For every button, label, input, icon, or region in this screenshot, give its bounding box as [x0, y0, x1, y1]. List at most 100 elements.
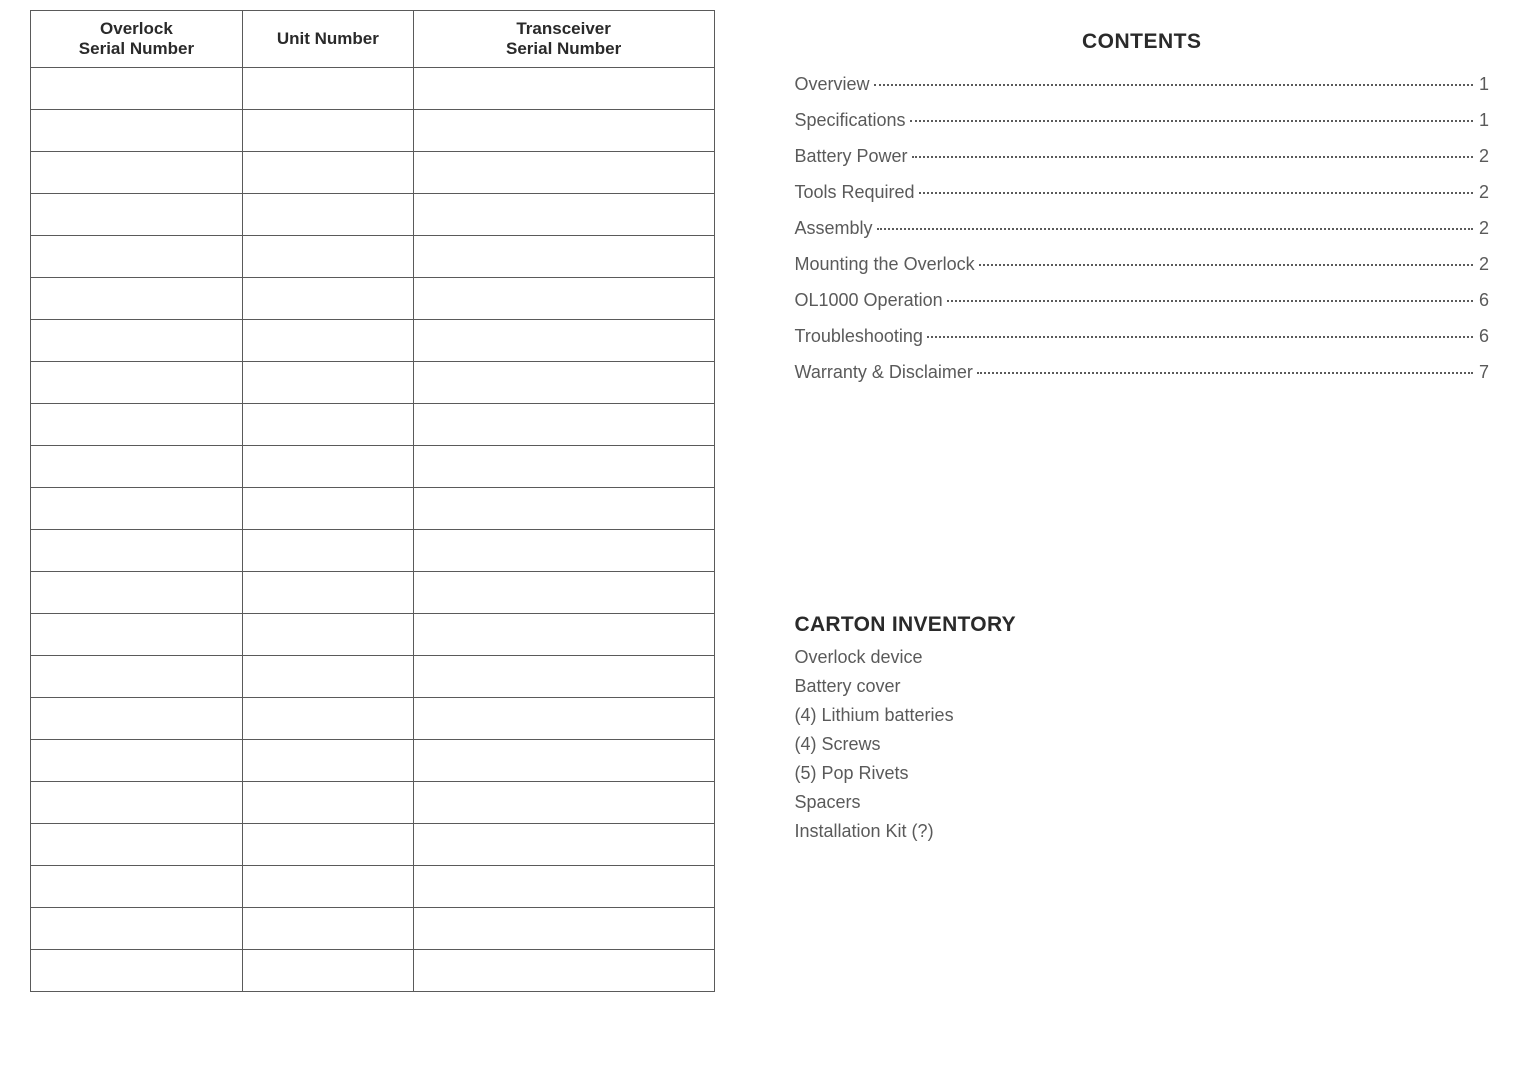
table-cell — [242, 950, 413, 992]
toc-label: OL1000 Operation — [795, 290, 943, 311]
table-cell — [31, 362, 243, 404]
toc-label: Assembly — [795, 218, 873, 239]
table-cell — [242, 488, 413, 530]
table-cell — [413, 782, 714, 824]
table-cell — [413, 488, 714, 530]
table-cell — [242, 110, 413, 152]
table-row — [31, 278, 715, 320]
toc-label: Specifications — [795, 110, 906, 131]
table-cell — [242, 530, 413, 572]
table-row — [31, 404, 715, 446]
toc-label: Troubleshooting — [795, 326, 923, 347]
table-row — [31, 194, 715, 236]
table-cell — [242, 194, 413, 236]
table-cell — [242, 68, 413, 110]
table-cell — [31, 194, 243, 236]
table-cell — [31, 740, 243, 782]
table-row — [31, 698, 715, 740]
toc-leader-dots — [910, 120, 1473, 122]
table-cell — [242, 866, 413, 908]
table-cell — [413, 446, 714, 488]
table-cell — [242, 614, 413, 656]
toc-label: Battery Power — [795, 146, 908, 167]
table-cell — [242, 572, 413, 614]
table-cell — [31, 110, 243, 152]
inventory-item: (4) Lithium batteries — [795, 705, 1490, 726]
table-cell — [242, 656, 413, 698]
table-cell — [413, 866, 714, 908]
table-cell — [242, 404, 413, 446]
table-cell — [413, 320, 714, 362]
table-cell — [31, 908, 243, 950]
table-row — [31, 488, 715, 530]
toc-label: Warranty & Disclaimer — [795, 362, 973, 383]
table-cell — [413, 656, 714, 698]
table-row — [31, 740, 715, 782]
table-cell — [31, 446, 243, 488]
table-cell — [242, 236, 413, 278]
table-cell — [242, 446, 413, 488]
toc-label: Tools Required — [795, 182, 915, 203]
toc-leader-dots — [874, 84, 1473, 86]
table-cell — [31, 656, 243, 698]
table-cell — [242, 782, 413, 824]
table-cell — [413, 152, 714, 194]
toc-page-number: 7 — [1477, 362, 1489, 383]
right-page: CONTENTS Overview1Specifications 1Batter… — [765, 0, 1529, 1088]
carton-inventory-section: CARTON INVENTORY Overlock deviceBattery … — [795, 613, 1490, 842]
table-row — [31, 656, 715, 698]
table-row — [31, 950, 715, 992]
table-cell — [242, 362, 413, 404]
table-cell — [31, 152, 243, 194]
toc-page-number: 1 — [1477, 74, 1489, 95]
table-row — [31, 866, 715, 908]
table-row — [31, 362, 715, 404]
table-row — [31, 110, 715, 152]
table-cell — [242, 698, 413, 740]
table-cell — [413, 194, 714, 236]
table-cell — [413, 68, 714, 110]
table-row — [31, 572, 715, 614]
table-cell — [31, 68, 243, 110]
table-cell — [413, 278, 714, 320]
table-cell — [31, 236, 243, 278]
toc-label: Overview — [795, 74, 870, 95]
toc-entry: Warranty & Disclaimer 7 — [795, 362, 1490, 383]
left-page: OverlockSerial Number Unit Number Transc… — [0, 0, 765, 1088]
toc-entry: Battery Power 2 — [795, 146, 1490, 167]
toc-leader-dots — [912, 156, 1473, 158]
toc-page-number: 2 — [1477, 146, 1489, 167]
toc-leader-dots — [927, 336, 1473, 338]
header-unit-number: Unit Number — [242, 11, 413, 68]
toc-entry: Assembly 2 — [795, 218, 1490, 239]
table-cell — [31, 950, 243, 992]
toc-entry: Mounting the Overlock2 — [795, 254, 1490, 275]
table-cell — [31, 866, 243, 908]
table-row — [31, 824, 715, 866]
inventory-item: Overlock device — [795, 647, 1490, 668]
table-cell — [413, 404, 714, 446]
table-cell — [413, 698, 714, 740]
inventory-item: (4) Screws — [795, 734, 1490, 755]
table-cell — [413, 572, 714, 614]
toc-entry: OL1000 Operation 6 — [795, 290, 1490, 311]
toc-leader-dots — [979, 264, 1473, 266]
inventory-item: Spacers — [795, 792, 1490, 813]
inventory-list: Overlock deviceBattery cover(4) Lithium … — [795, 647, 1490, 842]
toc-page-number: 6 — [1477, 290, 1489, 311]
header-transceiver-serial: TransceiverSerial Number — [413, 11, 714, 68]
table-row — [31, 530, 715, 572]
table-cell — [31, 614, 243, 656]
table-cell — [413, 908, 714, 950]
table-row — [31, 908, 715, 950]
table-row — [31, 320, 715, 362]
table-row — [31, 68, 715, 110]
table-cell — [242, 278, 413, 320]
table-row — [31, 614, 715, 656]
table-cell — [31, 824, 243, 866]
toc-page-number: 1 — [1477, 110, 1489, 131]
toc-page-number: 2 — [1477, 182, 1489, 203]
toc-entry: Tools Required 2 — [795, 182, 1490, 203]
table-cell — [413, 362, 714, 404]
table-cell — [31, 530, 243, 572]
